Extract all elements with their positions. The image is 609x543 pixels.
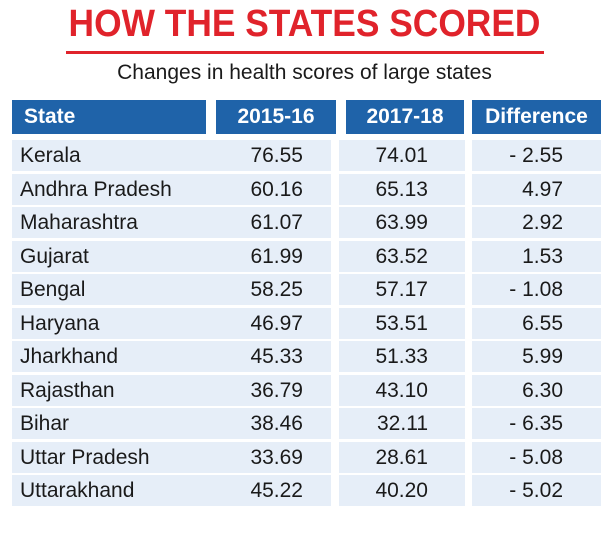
table-row: Rajasthan 36.79 43.10 6.30 xyxy=(0,374,609,409)
difference-cell: - 6.35 xyxy=(472,408,601,439)
score-2015-16-cell: 46.97 xyxy=(250,311,303,335)
score-2015-16-cell: 36.79 xyxy=(250,378,303,402)
state-cell: Bihar xyxy=(12,408,331,439)
column-divider xyxy=(465,307,472,339)
column-divider xyxy=(336,341,339,372)
score-2015-16-cell: 61.99 xyxy=(250,244,303,268)
column-divider xyxy=(336,207,339,238)
difference-cell: 1.53 xyxy=(472,240,601,272)
column-divider xyxy=(465,140,472,171)
state-cell: Gujarat xyxy=(12,240,331,272)
difference-cell: 2.92 xyxy=(472,207,601,238)
score-2017-18-cell: 63.99 xyxy=(339,207,465,238)
table-row: Uttarakhand 45.22 40.20- 5.02 xyxy=(0,475,609,509)
table-row: Bihar 38.46 32.11- 6.35 xyxy=(0,408,609,442)
table-row: Uttar Pradesh 33.69 28.61- 5.08 xyxy=(0,441,609,476)
state-cell: Maharashtra xyxy=(12,207,331,238)
score-2017-18-cell: 40.20 xyxy=(339,475,465,506)
state-cell: Rajasthan xyxy=(12,374,331,406)
difference-cell: 6.30 xyxy=(472,374,601,406)
column-header-state: State xyxy=(12,100,206,134)
table-row: Andhra Pradesh 60.16 65.13 4.97 xyxy=(0,173,609,208)
state-cell: Andhra Pradesh xyxy=(12,173,331,205)
column-divider xyxy=(336,240,339,272)
column-divider xyxy=(336,475,339,506)
column-header-difference: Difference xyxy=(472,100,601,134)
score-2015-16-cell: 61.07 xyxy=(250,211,303,234)
table-row: Maharashtra 61.07 63.99 2.92 xyxy=(0,207,609,241)
score-2015-16-cell: 58.25 xyxy=(250,278,303,301)
column-divider xyxy=(336,374,339,406)
state-cell: Jharkhand xyxy=(12,341,331,372)
difference-cell: 6.55 xyxy=(472,307,601,339)
score-2015-16-cell: 45.22 xyxy=(250,479,303,502)
score-2015-16-cell: 33.69 xyxy=(250,445,303,469)
score-2017-18-cell: 57.17 xyxy=(339,274,465,305)
column-divider xyxy=(465,240,472,272)
score-2015-16-cell: 60.16 xyxy=(250,177,303,201)
score-2015-16-cell: 76.55 xyxy=(250,144,303,167)
score-2017-18-cell: 65.13 xyxy=(339,173,465,205)
column-divider xyxy=(336,173,339,205)
state-cell: Kerala xyxy=(12,140,331,171)
column-divider xyxy=(465,374,472,406)
score-2017-18-cell: 43.10 xyxy=(339,374,465,406)
chart-title: HOW THE STATES SCORED xyxy=(68,3,541,45)
table-row: Haryana 46.97 53.51 6.55 xyxy=(0,307,609,342)
difference-cell: 4.97 xyxy=(472,173,601,205)
state-cell: Haryana xyxy=(12,307,331,339)
state-cell: Uttar Pradesh xyxy=(12,441,331,473)
column-divider xyxy=(336,307,339,339)
difference-cell: - 5.02 xyxy=(472,475,601,506)
table-body: Kerala 76.55 74.01- 2.55 Andhra Pradesh 60.1… xyxy=(0,140,609,509)
score-2017-18-cell: 53.51 xyxy=(339,307,465,339)
table-row: Kerala 76.55 74.01- 2.55 xyxy=(0,140,609,174)
column-divider xyxy=(465,475,472,506)
column-divider xyxy=(336,140,339,171)
score-2015-16-cell: 38.46 xyxy=(250,412,303,435)
column-divider xyxy=(465,207,472,238)
column-divider xyxy=(336,441,339,473)
state-cell: Uttarakhand xyxy=(12,475,331,506)
column-divider xyxy=(465,408,472,439)
score-2017-18-cell: 28.61 xyxy=(339,441,465,473)
state-cell: Bengal xyxy=(12,274,331,305)
title-underline xyxy=(66,51,544,54)
column-divider xyxy=(465,274,472,305)
score-2017-18-cell: 51.33 xyxy=(339,341,465,372)
score-2017-18-cell: 32.11 xyxy=(339,408,465,439)
difference-cell: - 2.55 xyxy=(472,140,601,171)
score-2015-16-cell: 45.33 xyxy=(250,345,303,368)
difference-cell: 5.99 xyxy=(472,341,601,372)
column-divider xyxy=(465,441,472,473)
table-row: Jharkhand 45.33 51.33 5.99 xyxy=(0,341,609,375)
column-divider xyxy=(336,408,339,439)
column-divider xyxy=(465,173,472,205)
table-row: Gujarat 61.99 63.52 1.53 xyxy=(0,240,609,275)
column-divider xyxy=(465,341,472,372)
score-2017-18-cell: 63.52 xyxy=(339,240,465,272)
chart-subtitle: Changes in health scores of large states xyxy=(117,61,492,84)
column-header-2015-16: 2015-16 xyxy=(216,100,336,134)
difference-cell: - 1.08 xyxy=(472,274,601,305)
table-row: Bengal 58.25 57.17- 1.08 xyxy=(0,274,609,308)
column-header-2017-18: 2017-18 xyxy=(346,100,464,134)
column-divider xyxy=(336,274,339,305)
score-2017-18-cell: 74.01 xyxy=(339,140,465,171)
difference-cell: - 5.08 xyxy=(472,441,601,473)
